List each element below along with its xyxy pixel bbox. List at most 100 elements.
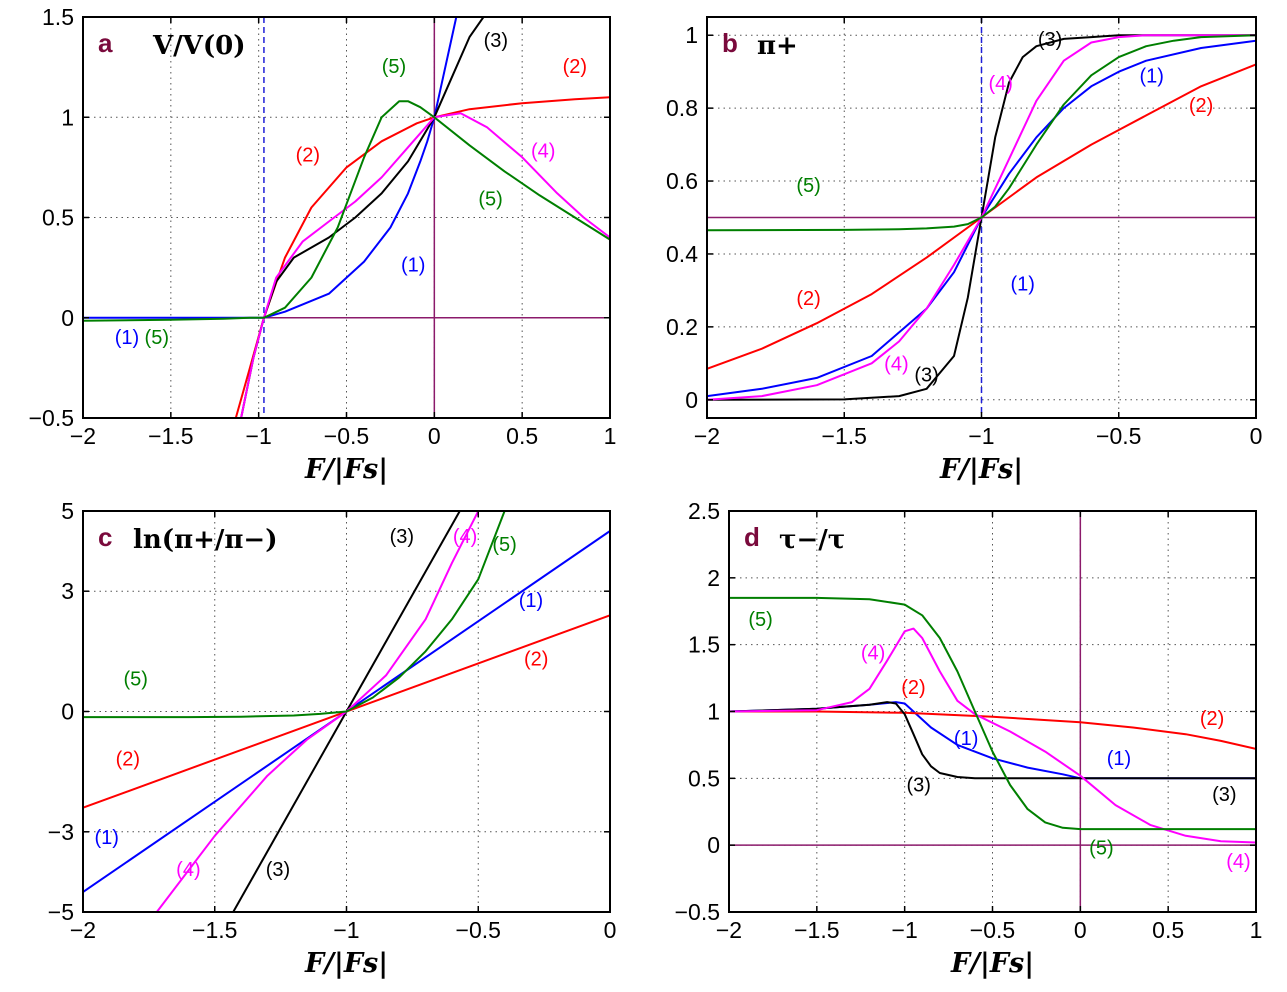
x-tick-label: −2: [70, 423, 96, 449]
series-line-2: [729, 710, 1256, 750]
panel-title: V/V(0): [152, 31, 246, 61]
x-tick-label: −1: [333, 917, 359, 943]
x-tick-label: 1: [604, 423, 617, 449]
panel-letter: d: [744, 522, 760, 552]
series-group: [83, 511, 610, 912]
series-line-4: [729, 627, 1256, 844]
y-tick-label: 1: [685, 22, 698, 48]
y-tick-label: 3: [61, 578, 74, 604]
y-tick-label: −0.5: [29, 405, 74, 431]
curve-label: (4): [1226, 851, 1250, 873]
curve-label: (5): [145, 327, 169, 349]
curve-label: (5): [492, 534, 516, 556]
series-line-5: [707, 34, 1256, 232]
curve-label: (4): [861, 642, 885, 664]
y-tick-label: 1: [707, 699, 720, 725]
series-group: [707, 34, 1256, 401]
y-tick-label: 1: [61, 104, 74, 130]
x-tick-label: 0: [1250, 423, 1263, 449]
x-tick-label: −0.5: [970, 917, 1015, 943]
panel-letter: a: [98, 28, 113, 58]
y-tick-label: 2.5: [688, 498, 720, 524]
x-tick-label: 0: [428, 423, 441, 449]
y-tick-label: 0.6: [666, 168, 698, 194]
x-tick-label: −0.5: [324, 423, 369, 449]
x-tick-label: −1.5: [148, 423, 193, 449]
curve-label: (5): [748, 609, 772, 631]
series-line-1: [707, 39, 1256, 398]
panel-c: −2 −1.5 −1 −0.5 0 −5 −3 0 3 5 F/|Fs| c ln(π+/π−) (1) (…: [48, 498, 617, 979]
y-tick-label: 5: [61, 498, 74, 524]
series-line-4: [240, 112, 610, 418]
x-tick-label: −1: [246, 423, 272, 449]
curve-label: (2): [116, 749, 140, 771]
panel-d: −2 −1.5 −1 −0.5 0 0.5 1 −0.5 0 0.5 1 1.5 2 2.5 F/|Fs| d…: [675, 498, 1263, 979]
x-tick-label: 0.5: [1152, 917, 1184, 943]
panel-title: τ−/τ: [779, 525, 845, 555]
series-line-5: [729, 596, 1256, 831]
y-tick-label: 0: [61, 305, 74, 331]
curve-label: (1): [519, 590, 543, 612]
panel-a: −2 −1.5 −1 −0.5 0 0.5 1 −0.5 0 0.5 1 1.5 F/|Fs| a V/V(…: [29, 4, 617, 485]
x-tick-label: 1: [1250, 917, 1263, 943]
curve-label: (1): [1139, 66, 1163, 88]
y-tick-label: 0.5: [688, 765, 720, 791]
panel-letter: b: [722, 28, 738, 58]
panel-title: ln(π+/π−): [133, 525, 278, 555]
x-tick-label: 0: [1074, 917, 1087, 943]
panel-b: −2 −1.5 −1 −0.5 0 0 0.2 0.4 0.6 0.8 1 F/|Fs| b π+ (1) (…: [666, 16, 1263, 485]
y-tick-label: 1.5: [688, 632, 720, 658]
curve-label: (2): [296, 144, 320, 166]
x-axis-label: F/|Fs|: [304, 454, 388, 485]
curve-label: (1): [401, 255, 425, 277]
x-tick-label: −1.5: [794, 917, 839, 943]
panel-title: π+: [757, 31, 798, 61]
y-tick-label: −5: [48, 899, 74, 925]
curve-label: (5): [796, 175, 820, 197]
y-tick-label: 0: [685, 387, 698, 413]
series-line-3: [729, 701, 1256, 780]
x-tick-label: −1: [968, 423, 994, 449]
plot-area: [83, 17, 610, 418]
curve-label: (4): [176, 859, 200, 881]
x-tick-label: 0.5: [506, 423, 538, 449]
x-tick-label: 0: [604, 917, 617, 943]
x-tick-label: −1.5: [192, 917, 237, 943]
curve-label: (2): [524, 648, 548, 670]
curve-label: (1): [94, 827, 118, 849]
curve-label: (2): [1189, 95, 1213, 117]
y-tick-label: −0.5: [675, 899, 720, 925]
curve-label: (5): [123, 668, 147, 690]
y-tick-label: 0.4: [666, 241, 698, 267]
series-group: [729, 596, 1256, 844]
curve-label: (4): [988, 73, 1012, 95]
curve-label: (3): [914, 365, 938, 387]
series-group: [83, 17, 610, 418]
curve-label: (1): [954, 728, 978, 750]
curve-label: (2): [796, 288, 820, 310]
curve-label: (1): [1107, 748, 1131, 770]
x-axis-label: F/|Fs|: [304, 948, 388, 979]
x-tick-label: −0.5: [456, 917, 501, 943]
y-tick-label: 0: [61, 699, 74, 725]
curve-label: (2): [563, 56, 587, 78]
series-line-5: [83, 100, 610, 322]
x-tick-label: −2: [694, 423, 720, 449]
x-tick-label: −0.5: [1096, 423, 1141, 449]
series-line-5: [83, 511, 506, 719]
curve-label: (3): [484, 30, 508, 52]
curve-label: (5): [1089, 838, 1113, 860]
x-tick-label: −1.5: [822, 423, 867, 449]
curve-label: (2): [1200, 708, 1224, 730]
x-axis-label: F/|Fs|: [939, 454, 1023, 485]
curve-label: (1): [115, 327, 139, 349]
y-tick-label: 0.5: [42, 205, 74, 231]
curve-label: (3): [266, 859, 290, 881]
curve-label: (3): [1212, 784, 1236, 806]
y-tick-label: 0.8: [666, 95, 698, 121]
series-line-3: [707, 34, 1256, 401]
curve-label: (3): [390, 526, 414, 548]
y-tick-label: −3: [48, 819, 74, 845]
y-tick-label: 1.5: [42, 4, 74, 30]
